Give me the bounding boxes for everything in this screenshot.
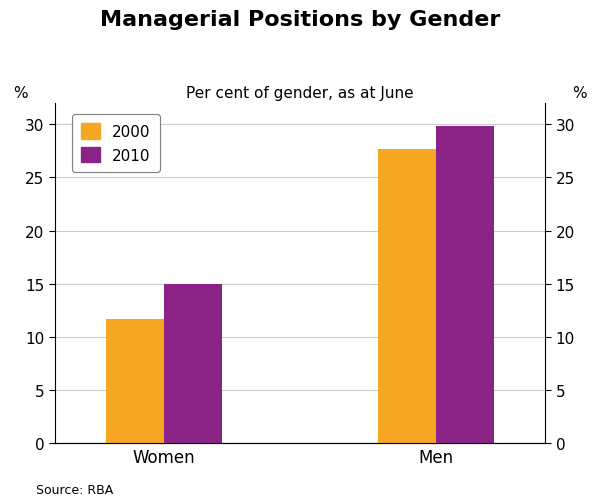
Text: %: %: [572, 86, 587, 100]
Bar: [106, 319, 164, 443]
Bar: [164, 284, 222, 443]
Text: Managerial Positions by Gender: Managerial Positions by Gender: [100, 10, 500, 30]
Text: %: %: [13, 86, 28, 100]
Bar: [378, 149, 436, 443]
Legend: 2000, 2010: 2000, 2010: [73, 115, 160, 173]
Title: Per cent of gender, as at June: Per cent of gender, as at June: [186, 86, 414, 101]
Text: Source: RBA: Source: RBA: [36, 483, 113, 496]
Bar: [436, 127, 494, 443]
